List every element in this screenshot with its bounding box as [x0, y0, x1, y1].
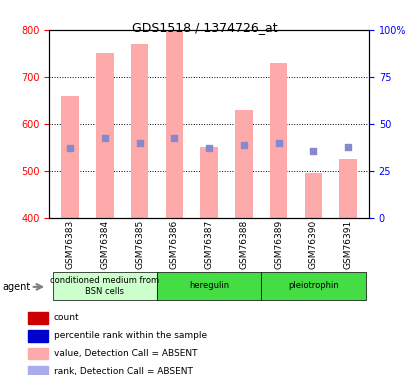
FancyBboxPatch shape [261, 272, 365, 300]
Text: GDS1518 / 1374726_at: GDS1518 / 1374726_at [132, 21, 277, 34]
Text: GSM76384: GSM76384 [100, 220, 109, 269]
Text: pleiotrophin: pleiotrophin [287, 281, 338, 290]
Point [101, 135, 108, 141]
Point [67, 145, 73, 151]
Point [275, 140, 281, 146]
FancyBboxPatch shape [52, 272, 157, 300]
Text: agent: agent [2, 282, 30, 292]
Bar [28, 330, 48, 342]
Text: value, Detection Call = ABSENT: value, Detection Call = ABSENT [54, 349, 197, 358]
FancyBboxPatch shape [157, 272, 261, 300]
Text: GSM76385: GSM76385 [135, 220, 144, 269]
Point [344, 144, 351, 150]
Bar [61, 96, 79, 218]
Bar [130, 44, 148, 218]
Text: conditioned medium from
BSN cells: conditioned medium from BSN cells [50, 276, 159, 296]
Bar [96, 54, 113, 217]
Text: GSM76389: GSM76389 [274, 220, 283, 269]
Point [136, 140, 142, 146]
Point [309, 148, 316, 154]
Text: GSM76387: GSM76387 [204, 220, 213, 269]
Bar [28, 348, 48, 359]
Text: rank, Detection Call = ABSENT: rank, Detection Call = ABSENT [54, 367, 192, 375]
Bar [235, 110, 252, 218]
Text: GSM76390: GSM76390 [308, 220, 317, 269]
Bar [304, 173, 321, 217]
Point [171, 135, 177, 141]
Bar [165, 30, 182, 217]
Bar [339, 159, 356, 218]
Point [205, 145, 212, 151]
Text: GSM76383: GSM76383 [65, 220, 74, 269]
Text: GSM76391: GSM76391 [343, 220, 352, 269]
Bar [28, 312, 48, 324]
Text: percentile rank within the sample: percentile rank within the sample [54, 332, 206, 340]
Bar [200, 147, 217, 218]
Text: count: count [54, 314, 79, 322]
Text: GSM76386: GSM76386 [169, 220, 178, 269]
Bar [269, 63, 287, 217]
Text: GSM76388: GSM76388 [239, 220, 248, 269]
Text: heregulin: heregulin [189, 281, 229, 290]
Bar [28, 366, 48, 375]
Point [240, 142, 247, 148]
